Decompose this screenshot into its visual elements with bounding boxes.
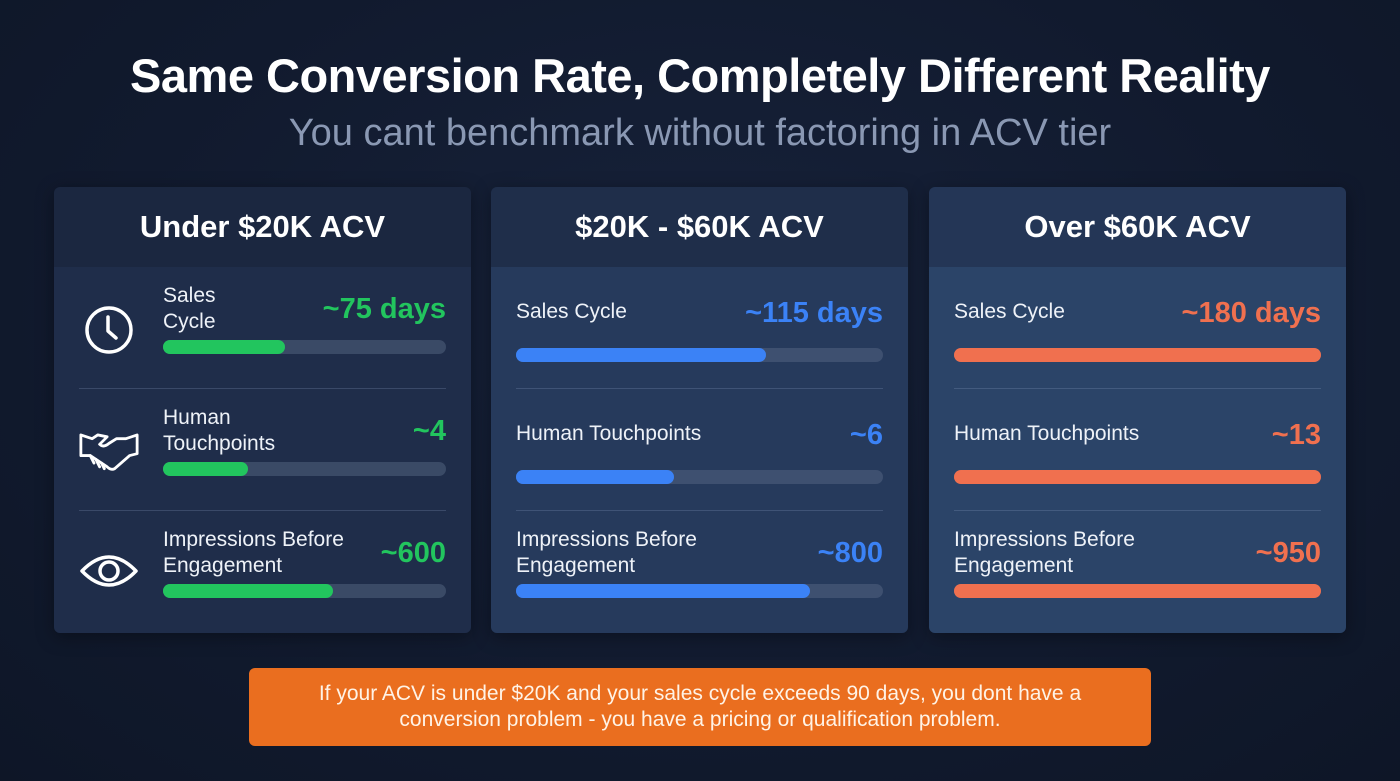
metric-human-touchpoints: Human Touchpoints ~4 — [79, 389, 446, 511]
metric-label: Sales Cycle — [954, 300, 1065, 323]
progress-bar — [516, 348, 883, 362]
metric-value: ~13 — [1271, 419, 1321, 451]
metric-impressions: Impressions Before Engagement ~950 — [954, 511, 1321, 633]
metric-value: ~600 — [380, 537, 446, 569]
page-title: Same Conversion Rate, Completely Differe… — [130, 49, 1270, 102]
metric-label: Impressions Before Engagement — [516, 528, 697, 577]
metric-sales-cycle: Sales Cycle ~115 days — [516, 267, 883, 389]
metric-human-touchpoints: Human Touchpoints ~13 — [954, 389, 1321, 511]
progress-bar — [954, 470, 1321, 484]
metric-label: Human Touchpoints — [954, 422, 1140, 445]
metric-label: Human Touchpoints — [516, 422, 702, 445]
progress-bar — [954, 584, 1321, 598]
metric-impressions: Impressions Before Engagement ~800 — [516, 511, 883, 633]
metric-value: ~115 days — [745, 297, 883, 329]
progress-bar — [954, 348, 1321, 362]
metric-value: ~4 — [412, 415, 446, 447]
metric-impressions: Impressions Before Engagement ~600 — [79, 511, 446, 633]
tier-title: Over $60K ACV — [929, 187, 1346, 267]
progress-bar — [516, 470, 883, 484]
metric-sales-cycle: Sales Cycle ~180 days — [954, 267, 1321, 389]
tier-title: $20K - $60K ACV — [491, 187, 908, 267]
tier-card-over-60k: Over $60K ACV Sales Cycle ~180 days Huma… — [929, 187, 1346, 633]
metric-value: ~6 — [849, 419, 883, 451]
progress-bar — [163, 584, 446, 598]
progress-bar — [516, 584, 883, 598]
metric-label: Impressions Before Engagement — [954, 528, 1135, 577]
metric-value: ~800 — [817, 537, 883, 569]
metric-label: Impressions Before Engagement — [163, 528, 344, 577]
callout-banner: If your ACV is under $20K and your sales… — [249, 668, 1151, 746]
tier-title: Under $20K ACV — [54, 187, 471, 267]
metric-value: ~75 days — [322, 293, 446, 325]
metric-label: Sales Cycle — [163, 284, 216, 333]
progress-bar — [163, 462, 446, 476]
metric-label: Human Touchpoints — [163, 406, 276, 455]
eye-icon — [79, 541, 139, 601]
metric-value: ~180 days — [1181, 297, 1321, 329]
metric-sales-cycle: Sales Cycle ~75 days — [79, 267, 446, 389]
handshake-icon — [79, 419, 139, 479]
progress-bar — [163, 340, 446, 354]
page-subtitle: You cant benchmark without factoring in … — [288, 112, 1112, 154]
clock-icon — [79, 300, 139, 360]
metric-human-touchpoints: Human Touchpoints ~6 — [516, 389, 883, 511]
tier-card-20k-60k: $20K - $60K ACV Sales Cycle ~115 days Hu… — [491, 187, 908, 633]
metric-label: Sales Cycle — [516, 300, 627, 323]
metric-value: ~950 — [1255, 537, 1321, 569]
tier-card-under-20k: Under $20K ACV Sales Cycle ~75 days Human… — [54, 187, 471, 633]
